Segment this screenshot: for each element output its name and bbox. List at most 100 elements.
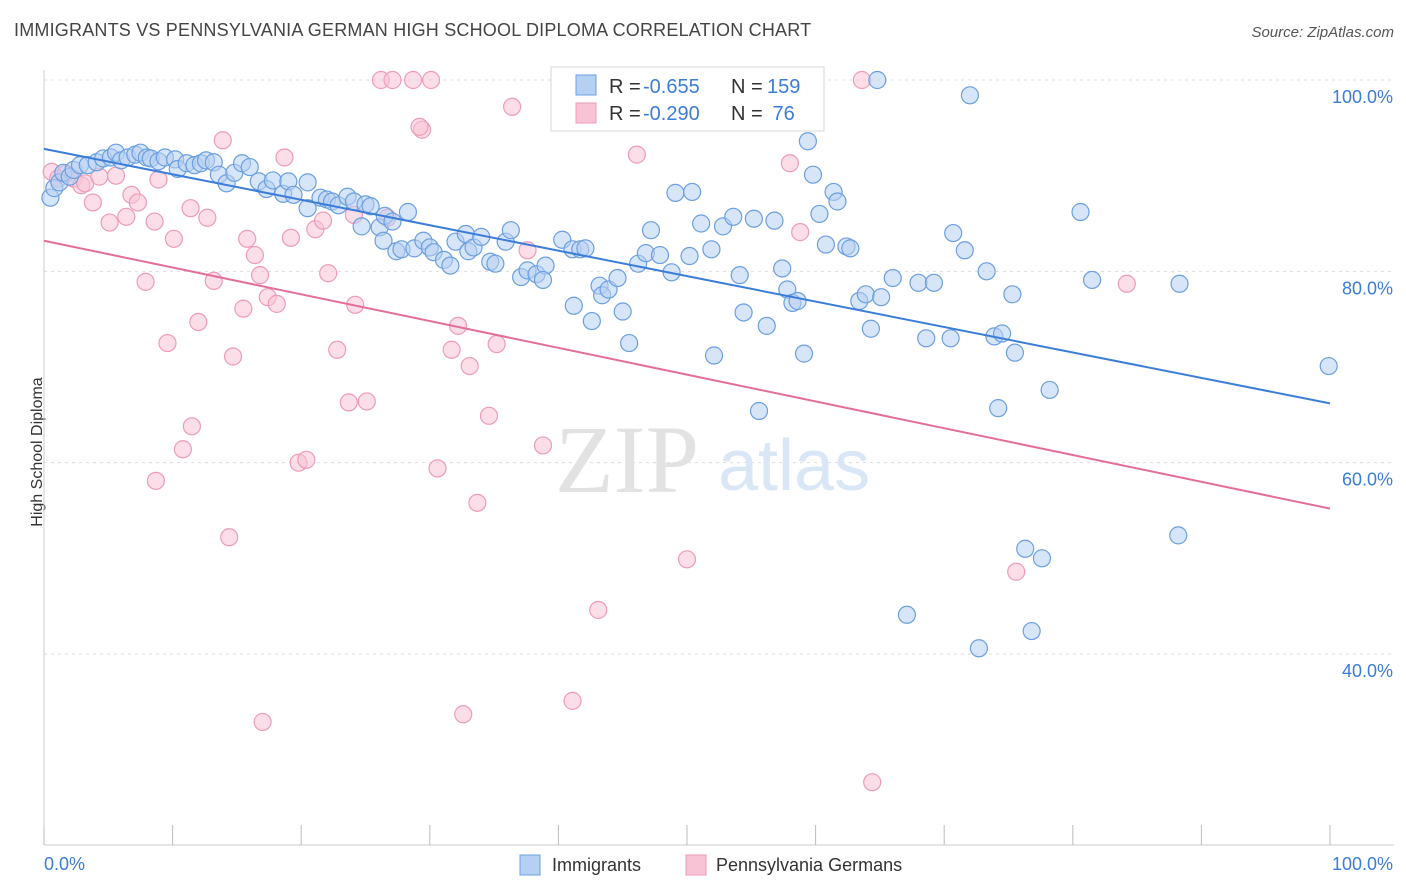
data-point-immigrants: [582, 311, 601, 331]
data-point-immigrants: [1040, 380, 1059, 400]
legend-swatch-pennsylvania-germans[interactable]: [685, 854, 707, 876]
stats-swatch-pennsylvania-germans: [575, 102, 597, 124]
data-point-immigrants: [441, 256, 460, 275]
data-point-immigrants: [803, 165, 823, 184]
stats-r-value-immigrants: -0.655: [643, 76, 700, 98]
data-point-immigrants: [1082, 270, 1102, 290]
data-point-pennsylvania-germans: [238, 229, 257, 248]
data-point-immigrants: [486, 254, 505, 273]
data-point-immigrants: [730, 266, 749, 285]
data-point-immigrants: [1003, 285, 1022, 304]
data-point-pennsylvania-germans: [281, 228, 301, 247]
data-point-immigrants: [924, 273, 944, 292]
data-point-immigrants: [1032, 549, 1052, 568]
data-point-pennsylvania-germans: [357, 392, 376, 411]
data-point-pennsylvania-germans: [83, 193, 102, 212]
data-point-immigrants: [702, 240, 721, 259]
data-point-pennsylvania-germans: [213, 131, 232, 150]
y-tick-label: 60.0%: [1342, 470, 1393, 490]
data-point-pennsylvania-germans: [533, 436, 553, 455]
trend-lines: [43, 147, 1331, 510]
data-point-pennsylvania-germans: [428, 459, 447, 478]
data-point-immigrants: [692, 214, 711, 233]
trend-line-immigrants: [43, 147, 1331, 405]
data-point-pennsylvania-germans: [223, 347, 243, 366]
data-point-pennsylvania-germans: [313, 211, 333, 230]
data-point-immigrants: [361, 197, 380, 216]
data-point-immigrants: [650, 245, 670, 265]
data-point-immigrants: [960, 86, 980, 105]
data-point-immigrants: [298, 199, 317, 218]
data-point-pennsylvania-germans: [145, 212, 164, 231]
data-point-pennsylvania-germans: [442, 340, 461, 359]
legend-label-immigrants[interactable]: Immigrants: [552, 855, 641, 875]
data-point-pennsylvania-germans: [106, 166, 126, 185]
data-point-pennsylvania-germans: [1007, 562, 1026, 581]
data-point-immigrants: [977, 262, 996, 281]
data-point-pennsylvania-germans: [791, 223, 810, 242]
data-point-immigrants: [749, 401, 769, 421]
data-point-immigrants: [533, 270, 553, 290]
data-point-immigrants: [1071, 202, 1090, 222]
data-point-pennsylvania-germans: [146, 471, 165, 490]
data-point-immigrants: [613, 302, 632, 321]
data-point-immigrants: [620, 333, 639, 353]
data-point-immigrants: [944, 223, 963, 243]
data-point-immigrants: [240, 157, 259, 177]
data-point-immigrants: [564, 296, 583, 315]
data-point-immigrants: [917, 329, 936, 348]
data-point-pennsylvania-germans: [627, 145, 646, 164]
data-point-immigrants: [398, 202, 418, 222]
data-point-immigrants: [298, 173, 317, 192]
data-point-pennsylvania-germans: [454, 705, 473, 724]
data-point-pennsylvania-germans: [468, 493, 487, 512]
data-point-immigrants: [757, 316, 776, 335]
data-point-pennsylvania-germans: [677, 550, 697, 569]
data-point-pennsylvania-germans: [421, 70, 441, 90]
watermark-atlas: atlas: [718, 426, 870, 506]
data-point-immigrants: [501, 221, 520, 240]
data-point-pennsylvania-germans: [589, 600, 608, 620]
data-point-immigrants: [897, 605, 917, 624]
data-point-immigrants: [1016, 539, 1035, 558]
data-point-pennsylvania-germans: [173, 440, 192, 459]
data-point-pennsylvania-germans: [503, 97, 522, 116]
data-point-immigrants: [724, 207, 743, 226]
data-point-pennsylvania-germans: [245, 245, 265, 265]
data-point-pennsylvania-germans: [479, 406, 499, 425]
data-point-pennsylvania-germans: [250, 266, 270, 285]
data-point-pennsylvania-germans: [487, 334, 506, 354]
stats-r-label-2: R =: [609, 103, 641, 125]
data-point-immigrants: [734, 303, 753, 322]
data-point-pennsylvania-germans: [164, 229, 183, 248]
legend-swatch-immigrants[interactable]: [519, 854, 541, 876]
data-point-pennsylvania-germans: [198, 208, 217, 227]
data-point-immigrants: [765, 211, 784, 230]
data-point-immigrants: [773, 259, 792, 278]
data-point-immigrants: [872, 288, 891, 307]
data-point-immigrants: [1005, 343, 1025, 362]
data-point-pennsylvania-germans: [117, 207, 136, 226]
y-tick-label: 40.0%: [1342, 661, 1393, 681]
data-point-pennsylvania-germans: [234, 299, 253, 318]
data-point-immigrants: [1319, 356, 1338, 376]
data-point-pennsylvania-germans: [189, 312, 208, 332]
data-point-immigrants: [788, 291, 807, 311]
data-point-pennsylvania-germans: [100, 213, 119, 232]
chart-title: IMMIGRANTS VS PENNSYLVANIA GERMAN HIGH S…: [14, 20, 812, 40]
data-point-immigrants: [798, 132, 817, 151]
data-point-immigrants: [883, 268, 902, 288]
stats-swatch-immigrants: [575, 74, 597, 96]
data-point-immigrants: [941, 329, 960, 348]
data-point-immigrants: [608, 268, 627, 288]
legend-label-pennsylvania-germans[interactable]: Pennsylvania Germans: [716, 855, 902, 875]
data-point-pennsylvania-germans: [220, 528, 239, 547]
data-point-immigrants: [868, 70, 887, 90]
y-tick-label: 80.0%: [1342, 278, 1393, 298]
watermark-zip: ZIP: [555, 406, 699, 513]
data-point-immigrants: [828, 192, 847, 211]
stats-n-label-1: N =: [731, 76, 763, 98]
series-immigrants-points: [41, 70, 1338, 658]
data-point-pennsylvania-germans: [1117, 274, 1136, 293]
